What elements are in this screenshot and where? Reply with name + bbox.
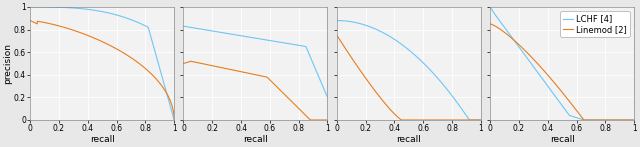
X-axis label: recall: recall [90, 135, 115, 143]
X-axis label: recall: recall [550, 135, 575, 143]
X-axis label: recall: recall [243, 135, 268, 143]
X-axis label: recall: recall [396, 135, 421, 143]
Legend: LCHF [4], Linemod [2]: LCHF [4], Linemod [2] [560, 11, 630, 37]
Y-axis label: precision: precision [3, 43, 12, 84]
